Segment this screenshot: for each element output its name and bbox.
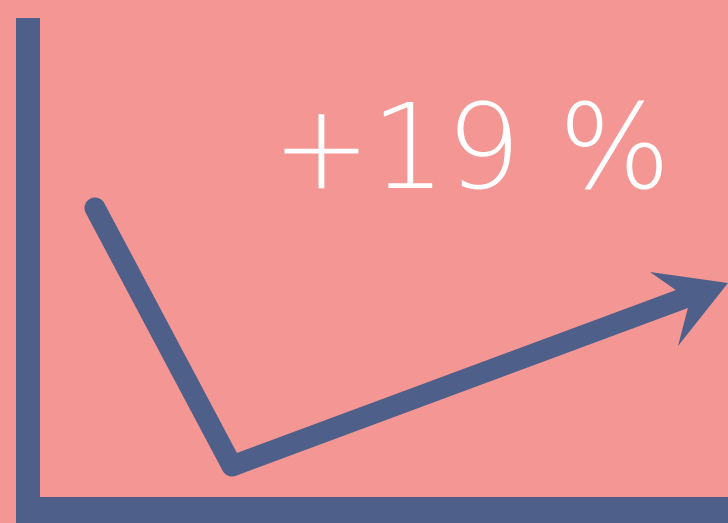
trend-line bbox=[84, 197, 701, 477]
arrow-head bbox=[650, 272, 728, 346]
headline: +19 % bbox=[272, 78, 671, 216]
horizontal-axis bbox=[16, 497, 728, 523]
vertical-axis bbox=[16, 18, 40, 523]
